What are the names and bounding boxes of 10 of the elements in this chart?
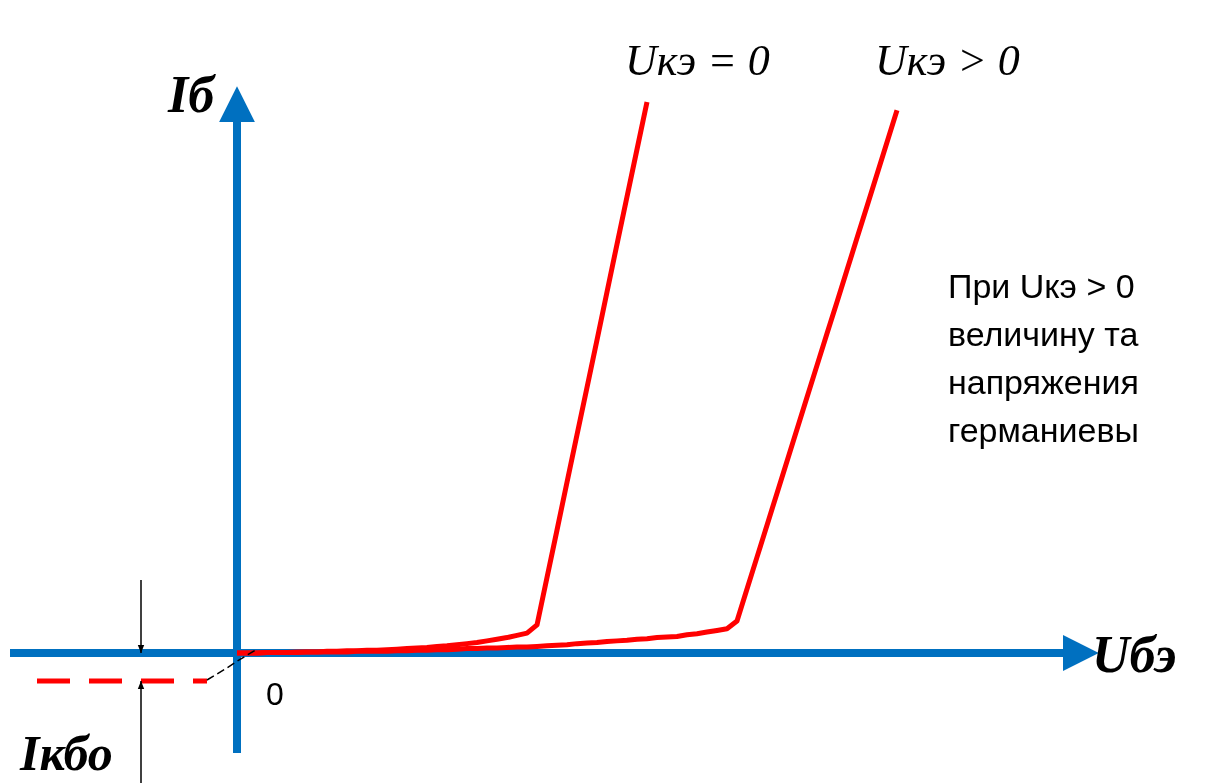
text: Iкбо bbox=[19, 725, 113, 781]
annotation: 0 bbox=[266, 676, 284, 712]
text: При Uкэ > 0 bbox=[948, 267, 1135, 305]
series-label: Uкэ > 0 bbox=[875, 36, 1020, 85]
series-label: Uкэ = 0 bbox=[625, 36, 770, 85]
y-axis-title: Iб bbox=[167, 66, 217, 123]
text: напряжения bbox=[948, 363, 1139, 401]
text: величину та bbox=[948, 315, 1139, 353]
x-axis-title: Uбэ bbox=[1092, 626, 1177, 683]
text: германиевы bbox=[948, 411, 1139, 449]
